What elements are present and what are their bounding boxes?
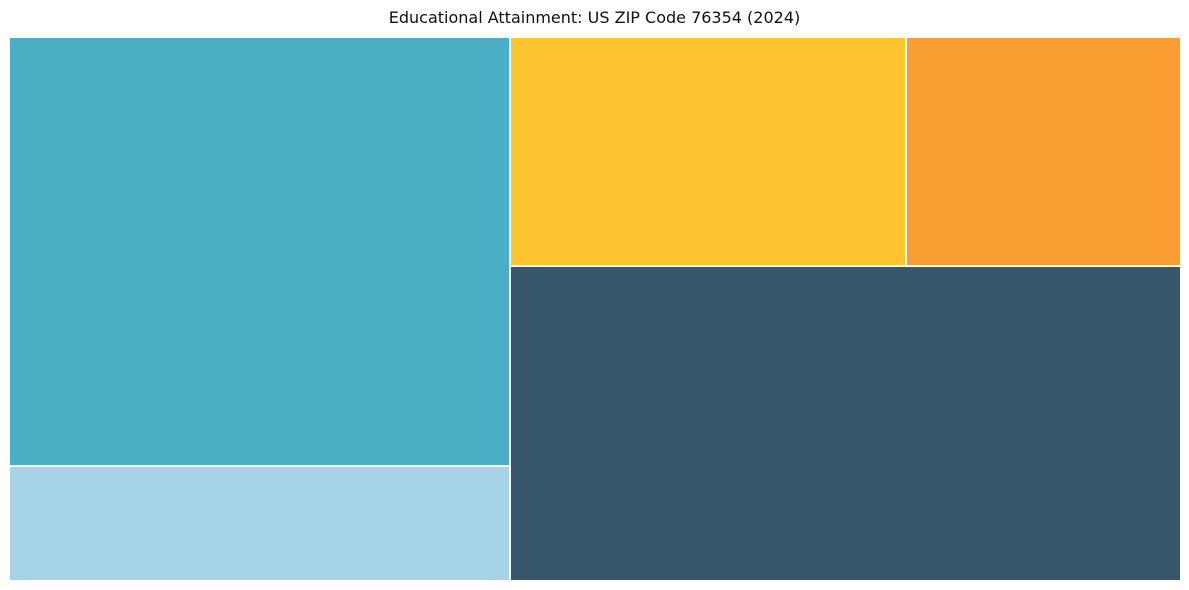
treemap-segment-4[interactable]	[907, 38, 1180, 265]
treemap-segment-1[interactable]	[10, 38, 509, 465]
treemap-segment-2[interactable]	[10, 467, 509, 580]
treemap-segment-5[interactable]	[511, 267, 1180, 580]
chart-title: Educational Attainment: US ZIP Code 7635…	[388, 8, 801, 27]
treemap-segment-3[interactable]	[511, 38, 905, 265]
treemap-plot	[10, 38, 1180, 580]
